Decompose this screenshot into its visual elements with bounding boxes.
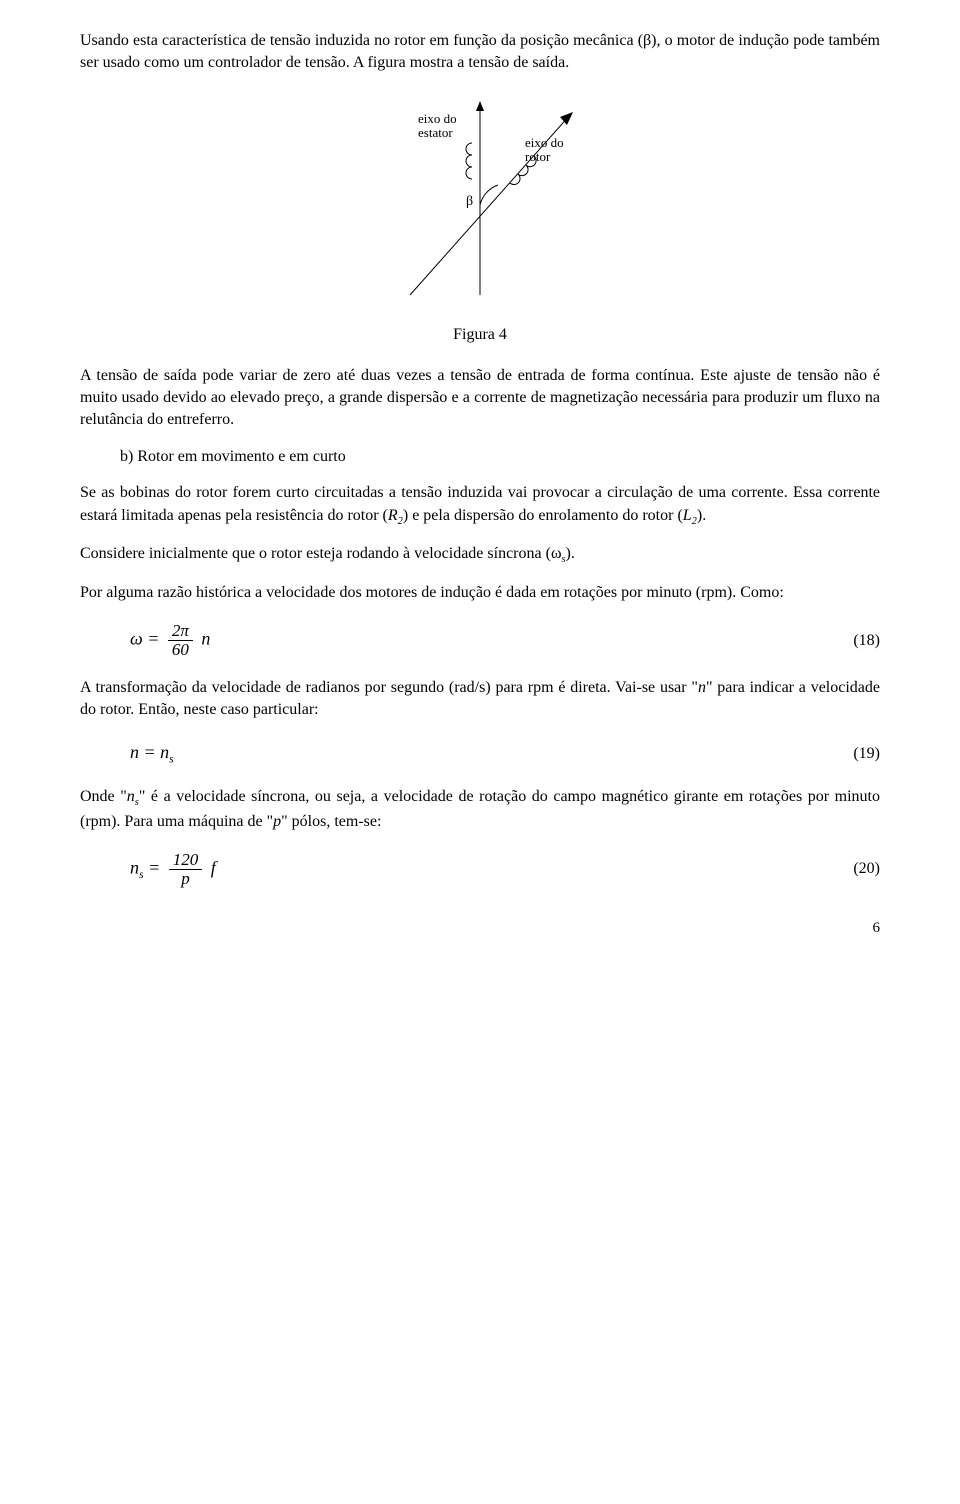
stator-label-1: eixo do [418, 111, 457, 126]
figure-4-caption: Figura 4 [80, 324, 880, 346]
equation-20: ns = 120 p f (20) [80, 851, 880, 888]
beta-label: β [466, 194, 473, 209]
paragraph-rpm-intro: Por alguma razão histórica a velocidade … [80, 582, 880, 604]
paragraph-transform: A transformação da velocidade de radiano… [80, 677, 880, 722]
figure-4-diagram: eixo do estator eixo do rotor β [80, 95, 880, 312]
paragraph-short-circuit: Se as bobinas do rotor forem curto circu… [80, 482, 880, 529]
page-number: 6 [80, 918, 880, 939]
rotor-label-1: eixo do [525, 135, 564, 150]
equation-19-number: (19) [820, 743, 880, 765]
paragraph-intro: Usando esta característica de tensão ind… [80, 30, 880, 75]
section-b-heading: b) Rotor em movimento e em curto [120, 446, 880, 468]
equation-18: ω = 2π 60 n (18) [80, 622, 880, 659]
equation-20-number: (20) [820, 858, 880, 880]
stator-label-2: estator [418, 125, 453, 140]
equation-19: n = ns (19) [80, 740, 880, 768]
paragraph-ns-def: Onde "ns" é a velocidade síncrona, ou se… [80, 786, 880, 833]
paragraph-after-fig: A tensão de saída pode variar de zero at… [80, 365, 880, 432]
paragraph-sync-speed: Considere inicialmente que o rotor estej… [80, 543, 880, 568]
equation-18-number: (18) [820, 630, 880, 652]
rotor-label-2: rotor [525, 149, 551, 164]
